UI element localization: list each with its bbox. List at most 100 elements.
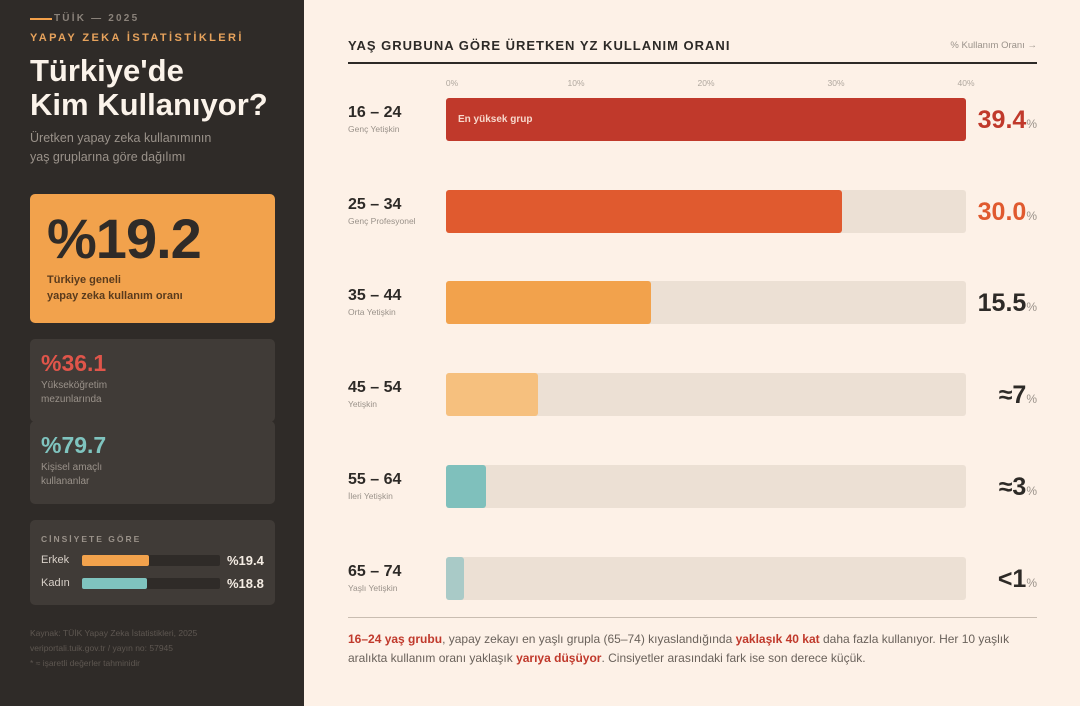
chart-row: 45 – 54 Yetişkin ≈7% bbox=[348, 373, 1037, 417]
note-text: daha fazla kullanıyor. Her 10 yaşlık ara… bbox=[348, 632, 1010, 665]
hero-label-line: Türkiye geneli bbox=[47, 274, 121, 286]
hero-label-line: yapay zeka kullanım oranı bbox=[47, 290, 183, 302]
axis-tick-label: 0% bbox=[445, 78, 459, 88]
accent-line bbox=[30, 17, 52, 20]
stat-label: Yükseköğretim mezunlarında bbox=[41, 379, 264, 407]
bar-track bbox=[446, 189, 966, 233]
age-group-subtitle: Orta Yetişkin bbox=[348, 307, 396, 318]
value-label: 39.4% bbox=[978, 106, 1037, 135]
age-group-subtitle: İleri Yetişkin bbox=[348, 490, 393, 501]
axis-tick-label: 10% bbox=[567, 78, 585, 88]
value-number: ≈7 bbox=[998, 381, 1027, 410]
value-number: 15.5 bbox=[977, 289, 1027, 318]
kicker: TÜİK — 2025 bbox=[30, 13, 139, 24]
gender-bar bbox=[82, 554, 149, 566]
age-group-label: 65 – 74 bbox=[348, 562, 402, 580]
gender-card: CİNSİYETE GÖRE Erkek %19.4 Kadın %18.8 bbox=[30, 520, 275, 605]
value-unit: % bbox=[1026, 208, 1037, 223]
gender-value: %18.8 bbox=[227, 575, 264, 591]
gender-bar-track bbox=[82, 554, 220, 566]
axis-tick-label: 40% bbox=[957, 78, 975, 88]
age-group-label: 35 – 44 bbox=[348, 287, 402, 305]
value-number: <1 bbox=[997, 564, 1027, 593]
axis-tick-label: 20% bbox=[697, 78, 715, 88]
value-label: ≈3% bbox=[999, 473, 1037, 502]
value-number: 30.0 bbox=[977, 197, 1027, 226]
age-group-subtitle: Yaşlı Yetişkin bbox=[348, 582, 398, 593]
chart-row: 35 – 44 Orta Yetişkin 15.5% bbox=[348, 281, 1037, 325]
gender-row: Kadın %18.8 bbox=[41, 575, 264, 591]
age-group-label: 45 – 54 bbox=[348, 379, 402, 397]
value-label: 30.0% bbox=[978, 198, 1037, 227]
gender-label: Kadın bbox=[41, 577, 70, 589]
insight-note: 16–24 yaş grubu, yapay zekayı en yaşlı g… bbox=[348, 630, 1037, 668]
chart-row: 65 – 74 Yaşlı Yetişkin <1% bbox=[348, 556, 1037, 600]
description-line: Üretken yapay zeka kullanımının bbox=[30, 131, 212, 145]
highlight: yaklaşık 40 kat bbox=[735, 632, 820, 646]
gender-bar bbox=[82, 577, 147, 589]
value-label: 15.5% bbox=[978, 289, 1037, 318]
highlight: yarıya düşüyor bbox=[516, 651, 602, 665]
age-group-label: 25 – 34 bbox=[348, 195, 402, 213]
divider bbox=[348, 617, 1037, 618]
gender-row: Erkek %19.4 bbox=[41, 552, 264, 568]
age-group-label: 55 – 64 bbox=[348, 470, 402, 488]
highlight: 16–24 yaş grubu bbox=[348, 632, 443, 646]
page-title: Türkiye'de Kim Kullanıyor? bbox=[30, 54, 268, 122]
bar bbox=[446, 464, 486, 508]
value-unit: % bbox=[1026, 117, 1037, 131]
note-text: . Cinsiyetler arasındaki fark ise son de… bbox=[601, 651, 866, 665]
bar: En yüksek grup bbox=[446, 98, 966, 141]
hero-stat-card: %19.2 Türkiye geneli yapay zeka kullanım … bbox=[30, 194, 275, 323]
stat-label-line: Kişisel amaçlı bbox=[41, 462, 103, 473]
bar-track bbox=[446, 281, 966, 325]
description-line: yaş gruplarına göre dağılımı bbox=[30, 150, 186, 164]
description: Üretken yapay zeka kullanımının yaş grupl… bbox=[30, 129, 211, 167]
note-text: , yapay zekayı en yaşlı grupla (65–74) k… bbox=[442, 632, 736, 646]
value-unit: % bbox=[1026, 300, 1037, 315]
stat-label-line: kullananlar bbox=[41, 476, 90, 487]
stat-label: Kişisel amaçlı kullananlar bbox=[41, 461, 264, 489]
source-line: * ≈ işaretli değerler tahminidir bbox=[30, 658, 141, 668]
hero-value: %19.2 bbox=[47, 207, 202, 270]
source-note: Kaynak: TÜİK Yapay Zeka İstatistikleri, … bbox=[30, 626, 197, 671]
divider bbox=[348, 62, 1037, 64]
value-number: 39.4 bbox=[977, 106, 1027, 134]
title-line: Kim Kullanıyor? bbox=[30, 87, 268, 122]
gender-bar-track bbox=[82, 577, 220, 589]
source-line: veriportali.tuik.gov.tr / yayın no: 5794… bbox=[30, 643, 174, 653]
age-group-subtitle: Yetişkin bbox=[348, 399, 377, 410]
chart-legend: % Kullanım Oranı → bbox=[950, 40, 1037, 51]
stat-value: %36.1 bbox=[41, 350, 107, 376]
chart-row: 16 – 24 Genç Yetişkin En yüksek grup 39.4% bbox=[348, 98, 1037, 141]
bar-track bbox=[446, 556, 966, 600]
value-unit: % bbox=[1026, 392, 1037, 407]
value-number: ≈3 bbox=[998, 472, 1027, 501]
gender-label: Erkek bbox=[41, 554, 70, 566]
axis-tick-label: 30% bbox=[827, 78, 845, 88]
stat-label-line: Yükseköğretim bbox=[41, 380, 108, 391]
age-group-label: 16 – 24 bbox=[348, 104, 402, 121]
value-label: ≈7% bbox=[999, 381, 1037, 410]
hero-label: Türkiye geneli yapay zeka kullanım oranı bbox=[47, 272, 258, 304]
chart-row: 55 – 64 İleri Yetişkin ≈3% bbox=[348, 464, 1037, 508]
chart-title: YAŞ GRUBUNA GÖRE ÜRETKEN YZ KULLANIM ORA… bbox=[348, 38, 731, 53]
value-label: <1% bbox=[998, 565, 1037, 594]
bar-track bbox=[446, 373, 966, 417]
bar bbox=[446, 281, 651, 325]
stat-card-personal: %79.7 Kişisel amaçlı kullananlar bbox=[30, 421, 275, 504]
sub-kicker: YAPAY ZEKA İSTATİSTİKLERİ bbox=[30, 32, 244, 44]
age-group-subtitle: Genç Yetişkin bbox=[348, 124, 400, 134]
title-line: Türkiye'de bbox=[30, 53, 184, 88]
stat-label-line: mezunlarında bbox=[41, 394, 102, 405]
bar-track bbox=[446, 464, 966, 508]
bar bbox=[446, 556, 465, 600]
value-unit: % bbox=[1026, 483, 1037, 498]
bar-track: En yüksek grup bbox=[446, 98, 966, 141]
gender-value: %19.4 bbox=[227, 552, 264, 568]
chart-row: 25 – 34 Genç Profesyonel 30.0% bbox=[348, 189, 1037, 233]
bar bbox=[446, 189, 842, 233]
stat-value: %79.7 bbox=[41, 432, 107, 458]
sidebar: TÜİK — 2025 YAPAY ZEKA İSTATİSTİKLERİ Tü… bbox=[0, 0, 304, 706]
bar bbox=[446, 373, 539, 417]
